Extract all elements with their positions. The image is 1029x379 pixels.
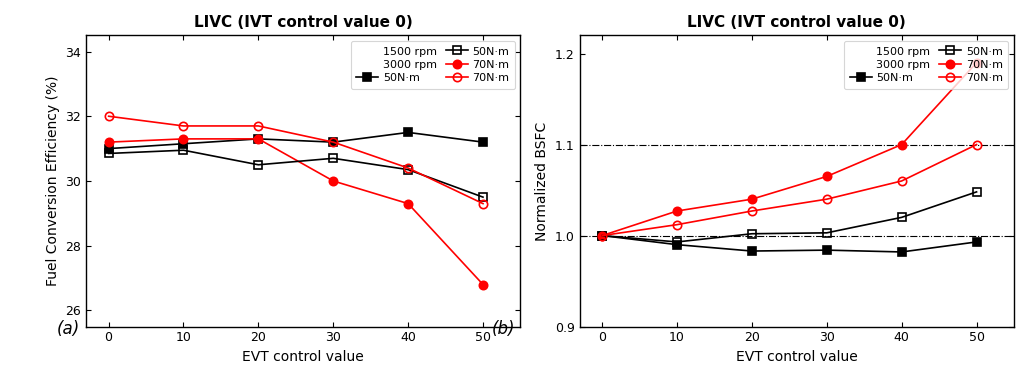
Legend: 1500 rpm, 3000 rpm, 50N·m, 50N·m, 70N·m, 70N·m: 1500 rpm, 3000 rpm, 50N·m, 50N·m, 70N·m,… [351,41,514,89]
Title: LIVC (IVT control value 0): LIVC (IVT control value 0) [193,15,413,30]
X-axis label: EVT control value: EVT control value [243,350,364,364]
Text: (a): (a) [57,319,80,338]
Legend: 1500 rpm, 3000 rpm, 50N·m, 50N·m, 70N·m, 70N·m: 1500 rpm, 3000 rpm, 50N·m, 50N·m, 70N·m,… [844,41,1008,89]
Y-axis label: Fuel Conversion Efficiency (%): Fuel Conversion Efficiency (%) [46,76,60,286]
Y-axis label: Normalized BSFC: Normalized BSFC [535,121,549,241]
X-axis label: EVT control value: EVT control value [736,350,858,364]
Text: (b): (b) [492,319,516,338]
Title: LIVC (IVT control value 0): LIVC (IVT control value 0) [687,15,907,30]
